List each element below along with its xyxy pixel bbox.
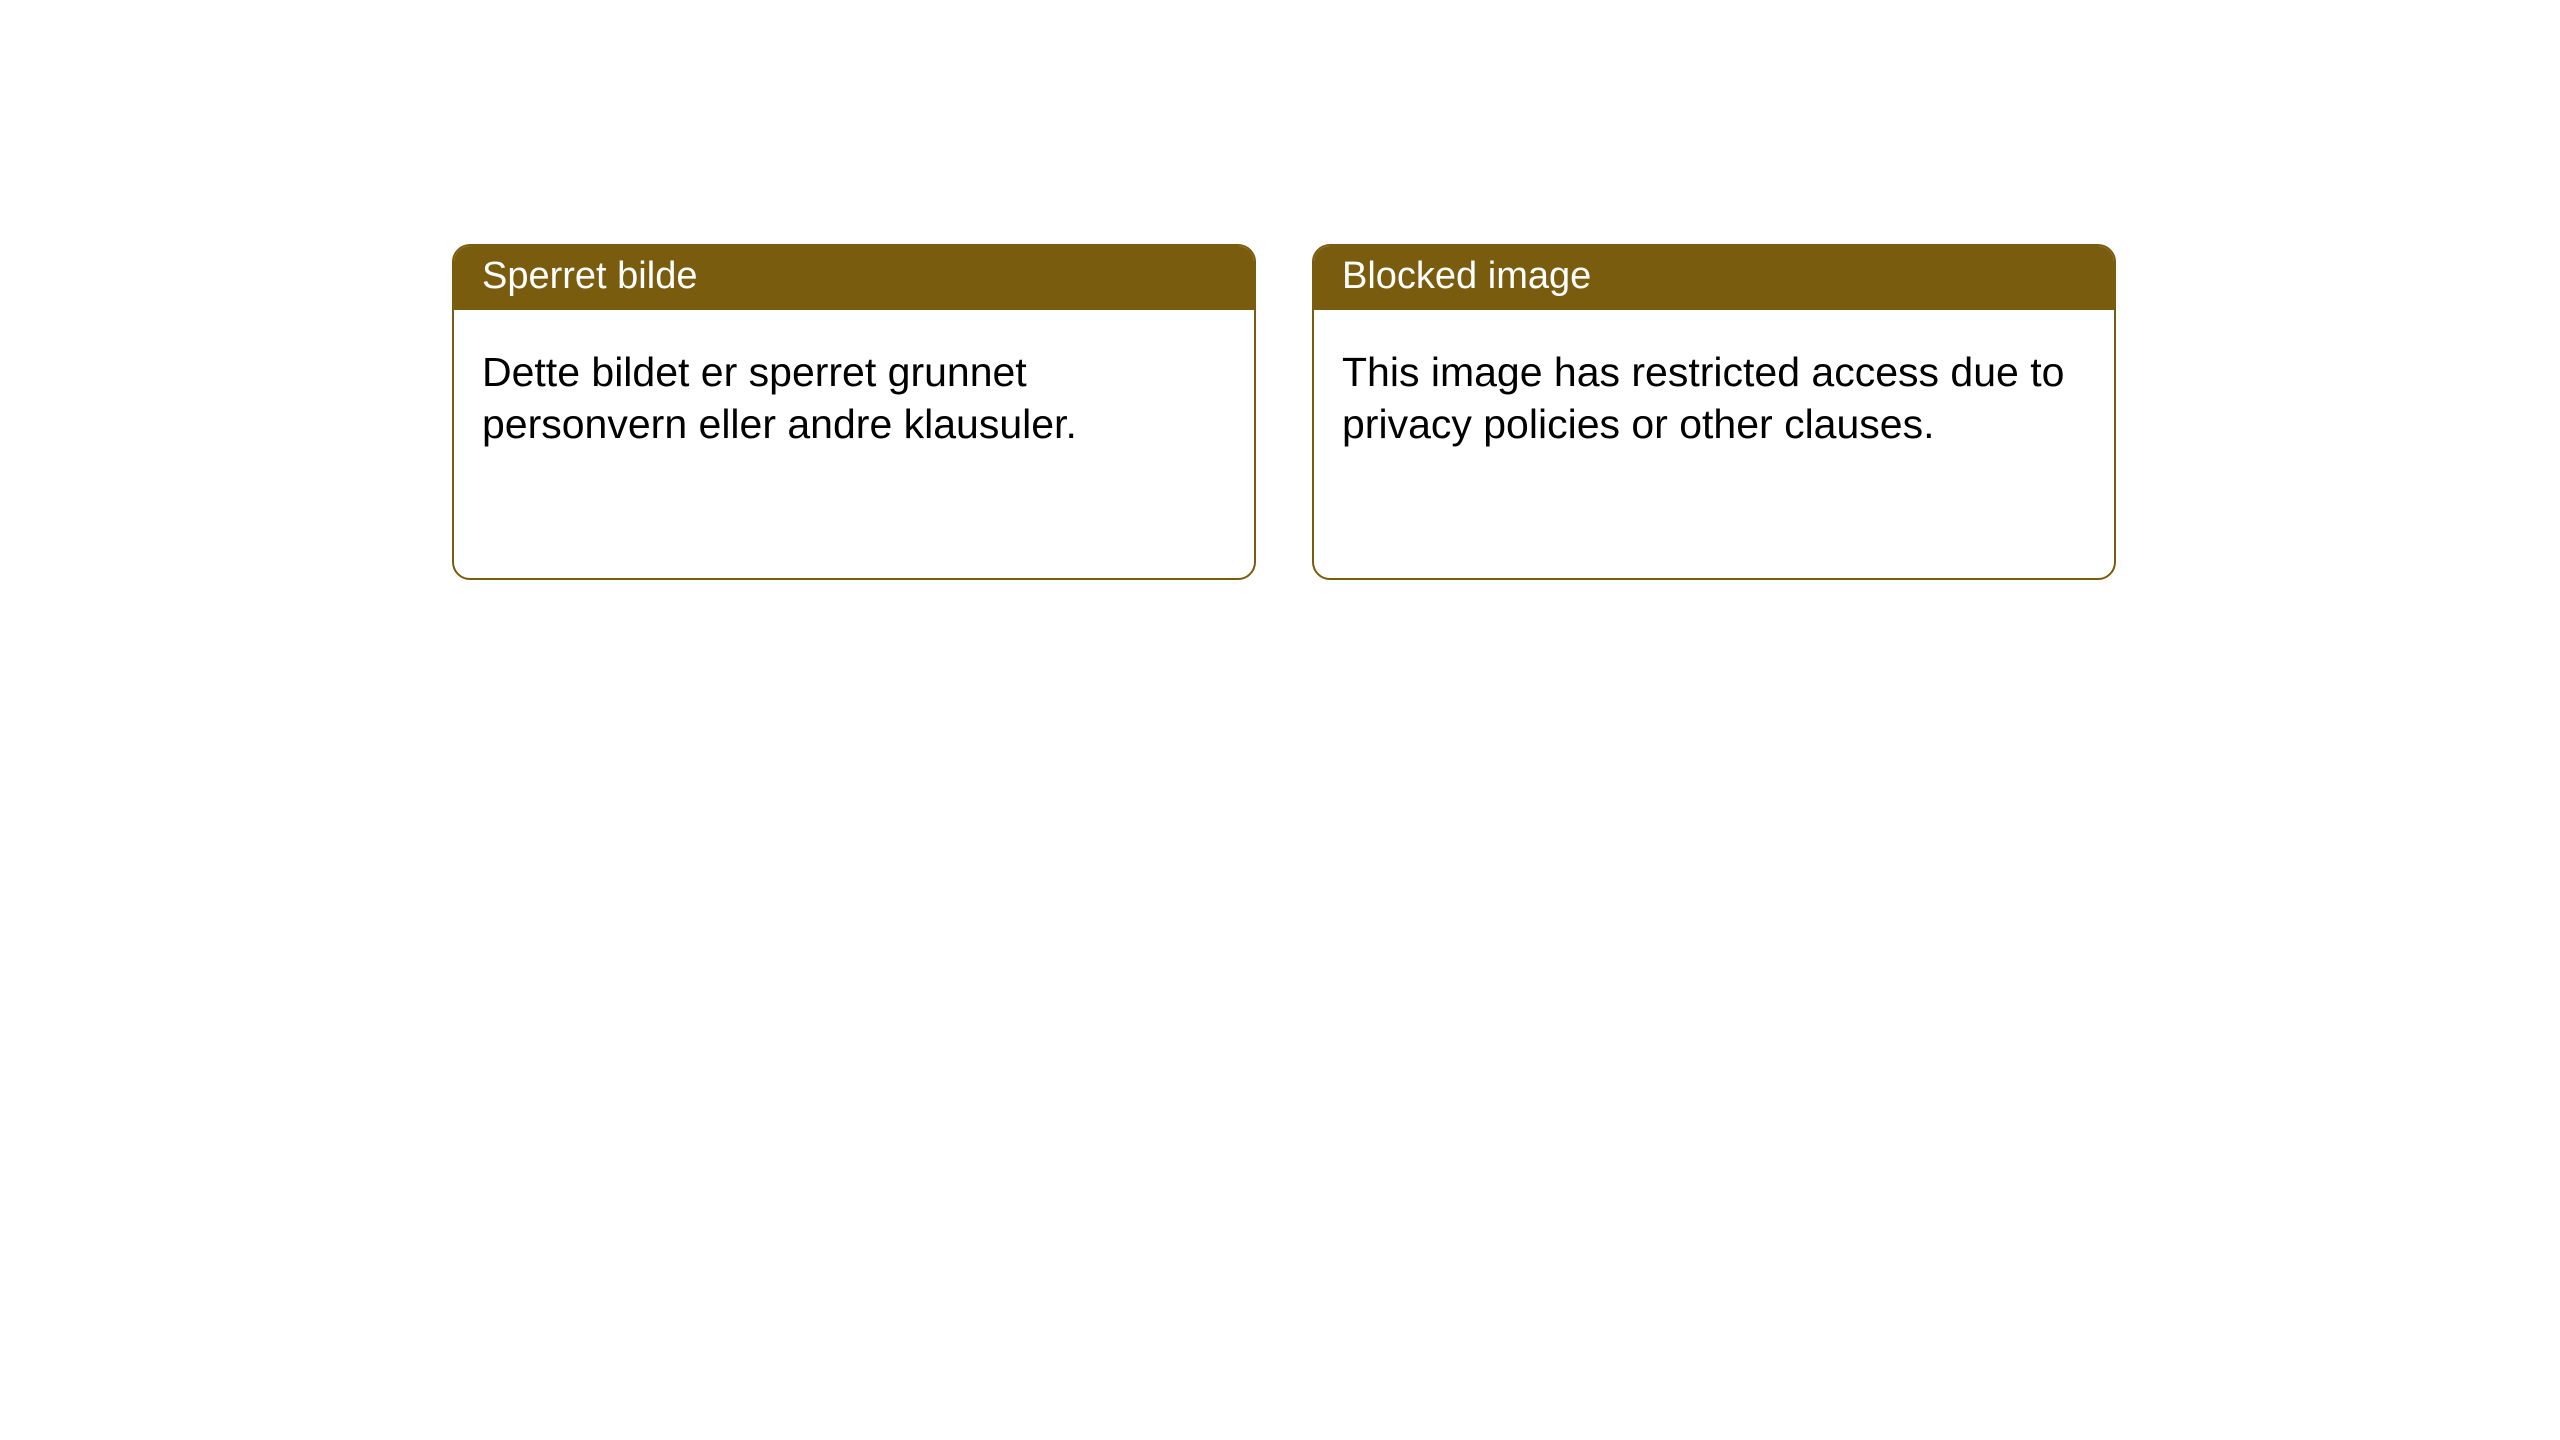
notice-body-english: This image has restricted access due to … bbox=[1314, 310, 2114, 479]
notice-title-english: Blocked image bbox=[1314, 246, 2114, 310]
notice-body-norwegian: Dette bildet er sperret grunnet personve… bbox=[454, 310, 1254, 479]
notice-card-norwegian: Sperret bilde Dette bildet er sperret gr… bbox=[452, 244, 1256, 580]
notice-card-english: Blocked image This image has restricted … bbox=[1312, 244, 2116, 580]
notice-container: Sperret bilde Dette bildet er sperret gr… bbox=[0, 0, 2560, 580]
notice-title-norwegian: Sperret bilde bbox=[454, 246, 1254, 310]
